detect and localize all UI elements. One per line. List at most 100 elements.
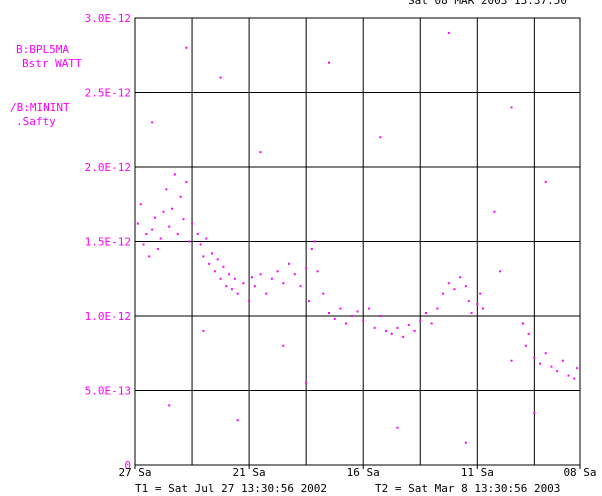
data-point: [470, 312, 473, 315]
data-point: [265, 292, 268, 295]
data-point: [333, 317, 336, 320]
data-point: [482, 307, 485, 310]
data-point: [253, 285, 256, 288]
data-point: [151, 228, 154, 231]
data-point: [367, 307, 370, 310]
data-point: [379, 315, 382, 317]
data-point: [430, 322, 433, 325]
data-point: [310, 247, 313, 250]
data-point: [453, 288, 456, 291]
data-point: [288, 262, 291, 265]
data-point: [148, 255, 151, 258]
legend-unit: Bstr WATT: [22, 57, 82, 70]
data-point: [436, 307, 439, 310]
data-point: [544, 180, 547, 183]
data-point: [305, 382, 308, 385]
data-point: [202, 329, 205, 332]
data-point: [236, 419, 239, 422]
data-point: [567, 374, 570, 377]
data-point: [230, 288, 233, 291]
data-point: [479, 292, 482, 295]
data-point: [250, 276, 253, 279]
data-point: [544, 352, 547, 355]
data-point: [521, 322, 524, 325]
data-point: [447, 31, 450, 34]
data-point: [322, 292, 325, 295]
data-point: [379, 136, 382, 139]
y-tick-label: 1.0E-12: [85, 310, 131, 323]
data-point: [293, 273, 296, 276]
data-point: [339, 307, 342, 310]
data-point: [424, 312, 427, 315]
data-point: [205, 237, 208, 240]
data-point: [313, 240, 316, 243]
data-point: [576, 367, 579, 370]
data-point: [510, 359, 513, 362]
data-point: [442, 292, 445, 295]
y-tick-label: 2.5E-12: [85, 87, 131, 100]
data-point: [550, 365, 553, 368]
data-point: [561, 359, 564, 362]
data-point: [185, 180, 188, 183]
y-tick-label: 0: [124, 459, 131, 472]
data-point: [459, 276, 462, 279]
data-point: [151, 121, 154, 124]
data-point: [327, 61, 330, 64]
data-point: [539, 362, 542, 365]
data-point: [413, 329, 416, 332]
t2-label: T2 = Sat Mar 8 13:30:56 2003: [375, 482, 560, 495]
data-point: [282, 344, 285, 347]
y-tick-label: 5.0E-13: [85, 385, 131, 398]
data-point: [533, 411, 536, 414]
data-point: [573, 377, 576, 380]
data-point: [228, 273, 231, 276]
data-point: [242, 282, 245, 285]
data-point: [510, 106, 513, 109]
x-tick-label: 11 Sa: [461, 466, 494, 479]
data-point: [419, 319, 422, 322]
data-point: [499, 270, 502, 273]
data-point: [176, 233, 179, 236]
data-point: [259, 273, 262, 276]
data-point: [396, 426, 399, 429]
data-point: [196, 233, 199, 236]
data-point: [402, 335, 405, 338]
data-point: [173, 173, 176, 176]
data-point: [139, 203, 142, 206]
data-point: [159, 237, 162, 240]
data-point: [188, 240, 191, 243]
data-point: [219, 277, 222, 280]
data-point: [362, 319, 365, 322]
y-tick-label: 3.0E-12: [85, 12, 131, 25]
data-point: [225, 285, 228, 288]
legend-unit: .Safty: [16, 115, 56, 128]
data-point: [145, 233, 148, 236]
data-point: [327, 312, 330, 315]
data-point: [385, 329, 388, 332]
data-point: [171, 207, 174, 210]
data-point: [202, 255, 205, 258]
data-point: [259, 151, 262, 154]
y-tick-label: 2.0E-12: [85, 161, 131, 174]
data-point: [162, 210, 165, 213]
data-point: [356, 310, 359, 313]
data-point: [270, 277, 273, 280]
data-point: [524, 344, 527, 347]
data-point: [165, 188, 168, 191]
data-point: [527, 332, 530, 335]
data-point: [464, 441, 467, 444]
data-point: [308, 300, 311, 303]
data-point: [373, 326, 376, 329]
data-point: [316, 270, 319, 273]
data-point: [208, 262, 211, 265]
data-point: [464, 285, 467, 288]
data-point: [222, 265, 225, 268]
data-point: [467, 300, 470, 303]
x-tick-label: 27 Sa: [118, 466, 151, 479]
data-point: [182, 218, 185, 221]
data-point: [142, 243, 145, 246]
data-point: [136, 222, 139, 225]
data-point: [156, 247, 159, 250]
